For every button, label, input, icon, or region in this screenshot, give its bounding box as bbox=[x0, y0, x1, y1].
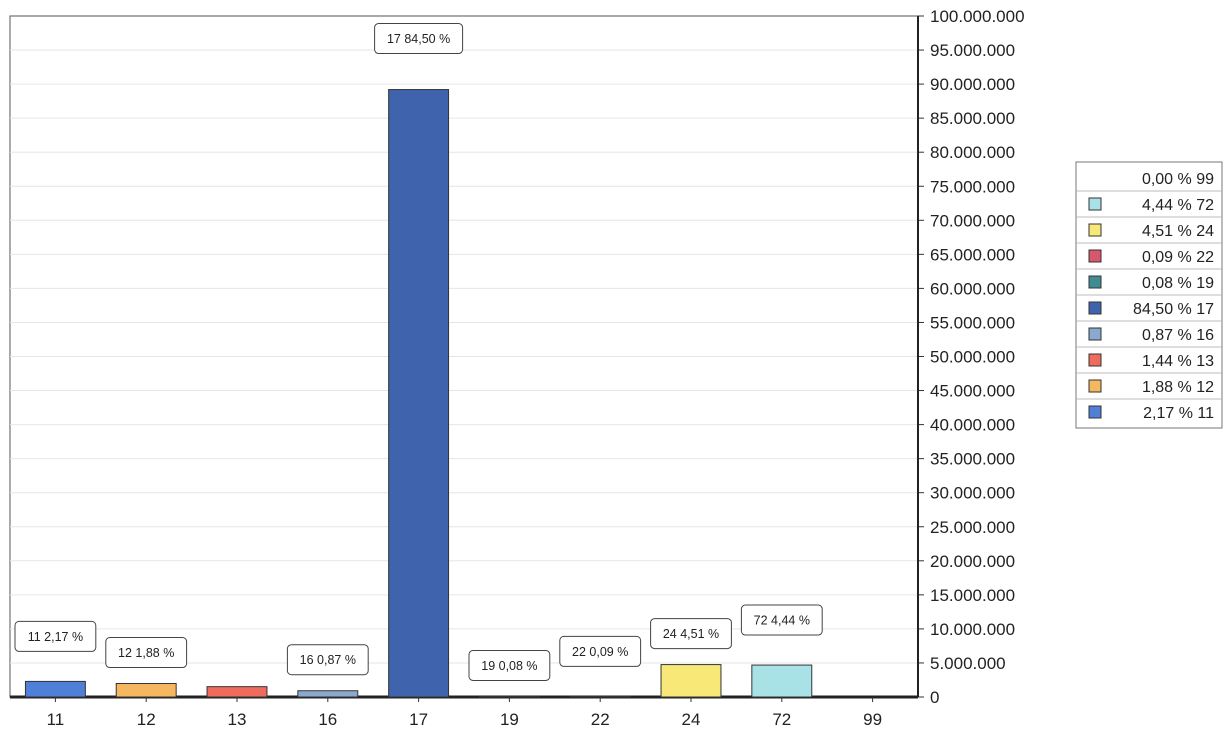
y-tick-label: 65.000.000 bbox=[930, 245, 1015, 264]
bar-17 bbox=[388, 89, 450, 698]
bar-12 bbox=[115, 683, 177, 698]
data-label-box bbox=[740, 604, 823, 636]
y-tick-label: 75.000.000 bbox=[930, 177, 1015, 196]
data-label: 11 2,17 % bbox=[14, 620, 97, 652]
y-tick-label: 0 bbox=[930, 688, 939, 707]
y-tick-label: 60.000.000 bbox=[930, 279, 1015, 298]
legend-swatch bbox=[1088, 223, 1102, 237]
y-tick-label: 85.000.000 bbox=[930, 109, 1015, 128]
y-tick-label: 20.000.000 bbox=[930, 552, 1015, 571]
bar-11 bbox=[24, 680, 86, 698]
data-label-text: 11 2,17 % bbox=[28, 630, 83, 644]
x-tick-label: 72 bbox=[772, 710, 791, 729]
data-label-box bbox=[105, 637, 188, 669]
y-tick-label: 50.000.000 bbox=[930, 348, 1015, 367]
legend-swatch bbox=[1088, 405, 1102, 419]
x-tick-label: 12 bbox=[137, 710, 156, 729]
legend-label: 4,51 % 24 bbox=[1142, 223, 1214, 240]
y-tick-label: 55.000.000 bbox=[930, 313, 1015, 332]
y-tick-label: 80.000.000 bbox=[930, 143, 1015, 162]
y-tick-label: 30.000.000 bbox=[930, 484, 1015, 503]
y-tick-label: 45.000.000 bbox=[930, 382, 1015, 401]
data-label-text: 22 0,09 % bbox=[572, 645, 628, 659]
x-tick-label: 99 bbox=[863, 710, 882, 729]
legend-label: 84,50 % 17 bbox=[1133, 301, 1214, 318]
bar-16 bbox=[297, 690, 359, 698]
legend-label: 0,09 % 22 bbox=[1142, 249, 1214, 266]
x-tick-label: 22 bbox=[591, 710, 610, 729]
data-label-text: 72 4,44 % bbox=[754, 614, 810, 628]
y-tick-label: 10.000.000 bbox=[930, 620, 1015, 639]
x-tick-label: 16 bbox=[318, 710, 337, 729]
data-label-text: 17 84,50 % bbox=[387, 32, 450, 46]
bar-24 bbox=[660, 664, 722, 698]
data-label-box bbox=[650, 618, 732, 650]
legend-swatch bbox=[1088, 301, 1102, 315]
y-tick-label: 15.000.000 bbox=[930, 586, 1015, 605]
y-tick-label: 35.000.000 bbox=[930, 450, 1015, 469]
data-label-box bbox=[286, 644, 369, 676]
legend-label: 0,87 % 16 bbox=[1142, 327, 1214, 344]
data-label-box bbox=[14, 620, 97, 652]
legend-swatch bbox=[1088, 327, 1102, 341]
bar-22 bbox=[569, 695, 631, 698]
bar-72 bbox=[751, 664, 813, 698]
y-tick-label: 100.000.000 bbox=[930, 7, 1025, 26]
data-label-text: 19 0,08 % bbox=[481, 659, 537, 673]
data-label-box bbox=[559, 635, 642, 667]
data-label: 16 0,87 % bbox=[286, 644, 369, 676]
data-label-text: 24 4,51 % bbox=[663, 627, 719, 641]
legend-label: 0,08 % 19 bbox=[1142, 275, 1214, 292]
x-tick-label: 13 bbox=[228, 710, 247, 729]
x-tick-label: 19 bbox=[500, 710, 519, 729]
y-tick-label: 90.000.000 bbox=[930, 75, 1015, 94]
x-tick-label: 11 bbox=[47, 710, 65, 729]
data-label: 12 1,88 % bbox=[105, 637, 188, 669]
legend-swatch bbox=[1088, 249, 1102, 263]
bar-13 bbox=[206, 686, 268, 698]
y-tick-label: 5.000.000 bbox=[930, 654, 1006, 673]
legend-label: 2,17 % 11 bbox=[1143, 405, 1214, 422]
data-label-text: 16 0,87 % bbox=[300, 653, 356, 667]
legend-swatch bbox=[1088, 197, 1102, 211]
data-label: 22 0,09 % bbox=[559, 635, 642, 667]
data-label-text: 12 1,88 % bbox=[118, 646, 174, 660]
x-tick-label: 17 bbox=[409, 710, 428, 729]
data-label-box bbox=[468, 649, 551, 681]
legend-label: 1,44 % 13 bbox=[1142, 353, 1214, 370]
x-tick-label: 24 bbox=[682, 710, 701, 729]
legend-swatch bbox=[1088, 275, 1102, 289]
data-label-box bbox=[374, 23, 464, 55]
bar-19 bbox=[478, 695, 540, 698]
data-label: 72 4,44 % bbox=[740, 604, 823, 636]
legend-label: 1,88 % 12 bbox=[1142, 379, 1214, 396]
y-tick-label: 95.000.000 bbox=[930, 41, 1015, 60]
y-tick-label: 70.000.000 bbox=[930, 211, 1015, 230]
legend-label: 0,00 % 99 bbox=[1142, 171, 1214, 188]
data-label: 24 4,51 % bbox=[650, 618, 732, 650]
legend-label: 4,44 % 72 bbox=[1142, 197, 1214, 214]
data-label: 19 0,08 % bbox=[468, 649, 551, 681]
data-label: 17 84,50 % bbox=[374, 23, 464, 55]
legend-swatch bbox=[1088, 353, 1102, 367]
y-tick-label: 40.000.000 bbox=[930, 416, 1015, 435]
legend-swatch bbox=[1088, 379, 1102, 393]
y-tick-label: 25.000.000 bbox=[930, 518, 1015, 537]
